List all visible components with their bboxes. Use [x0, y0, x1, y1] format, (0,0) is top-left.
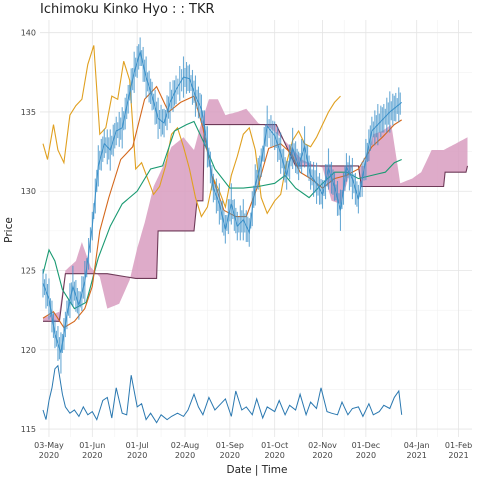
- x-tick-label-line: 2020: [127, 451, 147, 460]
- ichimoku-cloud: [43, 99, 468, 322]
- x-tick-label-line: 01-Jul: [126, 441, 149, 450]
- x-tick-label-line: 2021: [407, 451, 427, 460]
- y-tick-label: 120: [21, 346, 36, 355]
- x-tick-label: 03-May 2020: [34, 441, 64, 460]
- x-tick-label-line: 02-Nov: [308, 441, 337, 450]
- x-tick-label: 02-Nov 2020: [308, 441, 337, 460]
- x-tick-label-line: 03-May: [34, 441, 64, 450]
- x-tick-label-line: 01-Oct: [261, 441, 288, 450]
- x-tick-label-line: 2020: [220, 451, 240, 460]
- y-tick-label: 140: [21, 29, 36, 38]
- price-line: [42, 49, 403, 354]
- x-tick-label-line: 2021: [448, 451, 468, 460]
- series-lines: [42, 37, 469, 424]
- x-axis-title: Date | Time: [226, 464, 287, 476]
- x-tick-label-line: 2020: [39, 451, 59, 460]
- x-tick-label: 01-Sep 2020: [216, 441, 244, 460]
- x-tick-label-line: 2020: [82, 451, 102, 460]
- y-tick-label: 135: [21, 108, 36, 117]
- x-tick-label: 01-Oct 2020: [261, 441, 288, 460]
- lower-series-line: [42, 364, 403, 424]
- x-tick-label: 01-Feb 2021: [445, 441, 472, 460]
- x-tick-label-line: 01-Feb: [445, 441, 472, 450]
- x-tick-label: 01-Jun 2020: [79, 441, 105, 460]
- x-tick-label-line: 01-Dec: [352, 441, 381, 450]
- y-tick-label: 130: [21, 187, 36, 196]
- x-tick-label: 01-Jul 2020: [126, 441, 149, 460]
- senkou-span-b-line: [43, 124, 469, 322]
- x-tick-label: 04-Jan 2021: [404, 441, 430, 460]
- x-tick-label-line: 2020: [265, 451, 285, 460]
- x-tick-label-line: 02-Aug: [171, 441, 200, 450]
- x-tick-label-line: 2020: [312, 451, 332, 460]
- y-axis-title: Price: [3, 217, 15, 243]
- x-tick-label-line: 2020: [356, 451, 376, 460]
- cloud-fill: [43, 99, 468, 322]
- y-tick-label: 125: [21, 267, 36, 276]
- x-tick-label-line: 04-Jan: [404, 441, 430, 450]
- plot-background: [40, 20, 472, 437]
- chart-title: Ichimoku Kinko Hyo : : TKR: [40, 2, 215, 17]
- x-tick-label: 02-Aug 2020: [171, 441, 200, 460]
- y-tick-label: 115: [21, 425, 36, 434]
- x-tick-label-line: 2020: [175, 451, 195, 460]
- x-tick-label-line: 01-Jun: [79, 441, 105, 450]
- x-tick-label-line: 01-Sep: [216, 441, 244, 450]
- grid: [40, 20, 472, 437]
- x-tick-label: 01-Dec 2020: [352, 441, 381, 460]
